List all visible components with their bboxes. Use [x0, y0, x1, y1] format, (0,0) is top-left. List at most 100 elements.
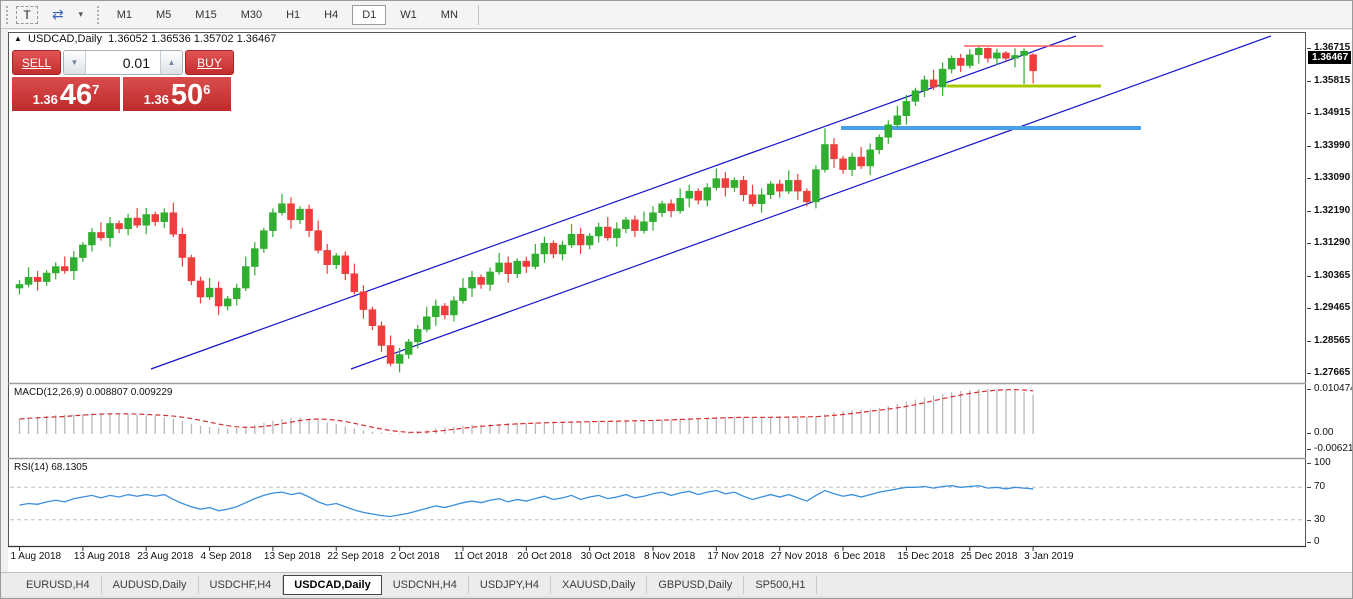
timeframe-button-M30[interactable]: M30 [231, 5, 272, 25]
date-label: 25 Dec 2018 [960, 551, 1018, 562]
candle-body [432, 305, 440, 318]
candle-body [269, 212, 277, 231]
candle-body [712, 178, 721, 188]
chart-tab-xauusd-daily[interactable]: XAUUSD,Daily [551, 575, 648, 594]
price-axis-tick [1307, 80, 1311, 82]
date-label: 17 Nov 2018 [707, 551, 765, 562]
time-axis[interactable]: 1 Aug 2018 13 Aug 2018 23 Aug 2018 4 Sep 20… [8, 549, 1307, 565]
rsi-axis-tick [1307, 542, 1311, 543]
date-label: 13 Sep 2018 [263, 551, 321, 562]
timeframe-button-D1[interactable]: D1 [352, 4, 387, 25]
candle-body [1011, 55, 1019, 59]
candle-body [214, 287, 223, 307]
candle-body [404, 341, 413, 355]
rsi-axis-label: 70 [1314, 481, 1326, 492]
timeframe-button-M5[interactable]: M5 [146, 5, 181, 25]
macd-axis-label: 0.00 [1314, 427, 1334, 438]
candle-body [79, 244, 87, 258]
chart-tab-eurusd-h4[interactable]: EURUSD,H4 [15, 575, 102, 594]
candle-body [486, 271, 494, 285]
candle-body [956, 58, 965, 66]
candle-body [441, 305, 449, 316]
volume-decrease-button[interactable]: ▼ [64, 51, 86, 74]
timeframe-button-M1[interactable]: M1 [107, 5, 142, 25]
candle-body [785, 180, 793, 192]
candle-body [757, 194, 766, 204]
candle-body [875, 137, 883, 151]
candle-body [947, 58, 956, 70]
chart-tab-sp500-h1[interactable]: SP500,H1 [744, 575, 818, 594]
volume-increase-button[interactable]: ▲ [160, 51, 182, 74]
buy-price-box[interactable]: 1.36 50 6 [123, 77, 231, 111]
price-axis-label: 1.28565 [1314, 334, 1351, 346]
candle-body [830, 144, 838, 160]
candle-body [386, 345, 395, 364]
chart-tab-usdcnh-h4[interactable]: USDCNH,H4 [382, 575, 469, 594]
sell-price-prefix: 1.36 [32, 92, 58, 107]
window-bottom-edge [1, 596, 1352, 598]
timeframe-button-H4[interactable]: H4 [314, 5, 348, 25]
candle-body [631, 219, 639, 231]
sell-button[interactable]: SELL [12, 50, 61, 75]
chart-canvas[interactable] [8, 30, 1307, 572]
candle-body [251, 248, 259, 267]
candle-body [522, 260, 531, 267]
date-label: 6 Dec 2018 [834, 551, 886, 562]
chevron-down-icon[interactable]: ▾ [70, 4, 92, 26]
rsi-axis-tick [1307, 463, 1311, 464]
candle-body [649, 212, 657, 222]
price-axis-label: 1.33990 [1314, 139, 1351, 151]
text-tool-button[interactable]: T [16, 5, 38, 24]
price-axis[interactable]: 1.36715 1.35815 1.34915 1.33990 1.33090 1.321… [1307, 30, 1352, 572]
candle-body [604, 226, 612, 239]
price-axis-label: 1.36715 [1314, 42, 1351, 53]
chart-border [8, 32, 1306, 547]
toolbar-grip[interactable] [6, 5, 9, 24]
volume-input[interactable] [86, 51, 160, 74]
timeframe-button-MN[interactable]: MN [431, 5, 468, 25]
candle-body [658, 203, 666, 213]
cycle-arrows-icon[interactable]: ⇄ [46, 4, 70, 26]
candle-body [676, 198, 684, 212]
buy-button[interactable]: BUY [185, 50, 234, 75]
chart-tab-audusd-daily[interactable]: AUDUSD,Daily [102, 575, 199, 594]
timeframe-button-W1[interactable]: W1 [390, 5, 427, 25]
chart-tab-usdcad-daily[interactable]: USDCAD,Daily [283, 574, 382, 595]
chart-tab-usdjpy-h4[interactable]: USDJPY,H4 [469, 575, 551, 594]
date-label: 20 Oct 2018 [517, 551, 572, 562]
buy-price-point: 6 [203, 82, 211, 97]
candle-body [558, 244, 567, 255]
candle-body [24, 277, 33, 285]
candle-body [223, 298, 232, 307]
sell-price-box[interactable]: 1.36 46 7 [12, 77, 120, 111]
candle-body [1029, 54, 1037, 72]
candle-body [61, 266, 69, 272]
candle-body [613, 228, 621, 239]
chart-tab-gbpusd-daily[interactable]: GBPUSD,Daily [647, 575, 745, 594]
toolbar-grip[interactable] [96, 5, 100, 24]
candle-body [477, 277, 485, 285]
sell-price-pips: 46 [59, 79, 93, 111]
candle-body [242, 266, 250, 289]
candle-body [848, 156, 856, 170]
price-axis-tick [1307, 243, 1311, 244]
timeframe-button-H1[interactable]: H1 [276, 5, 310, 25]
candle-body [51, 266, 60, 274]
candle-body [594, 226, 603, 237]
candle-body [205, 287, 214, 298]
macd-axis-tick [1307, 449, 1311, 450]
chart-window[interactable]: ▲ USDCAD,Daily 1.36052 1.36536 1.35702 1… [8, 30, 1307, 572]
candle-body [450, 300, 458, 316]
candle-body [531, 253, 540, 267]
candle-body [803, 190, 811, 203]
price-axis-label: 1.35815 [1314, 74, 1351, 86]
timeframe-button-M15[interactable]: M15 [185, 5, 226, 25]
chart-tab-usdchf-h4[interactable]: USDCHF,H4 [199, 575, 284, 594]
candle-body [504, 262, 512, 274]
candle-body [350, 273, 359, 292]
candle-body [549, 242, 558, 255]
date-label: 22 Sep 2018 [327, 551, 384, 562]
candle-body [359, 291, 368, 310]
candle-body [857, 156, 865, 167]
price-axis-label: 1.31290 [1314, 237, 1351, 248]
